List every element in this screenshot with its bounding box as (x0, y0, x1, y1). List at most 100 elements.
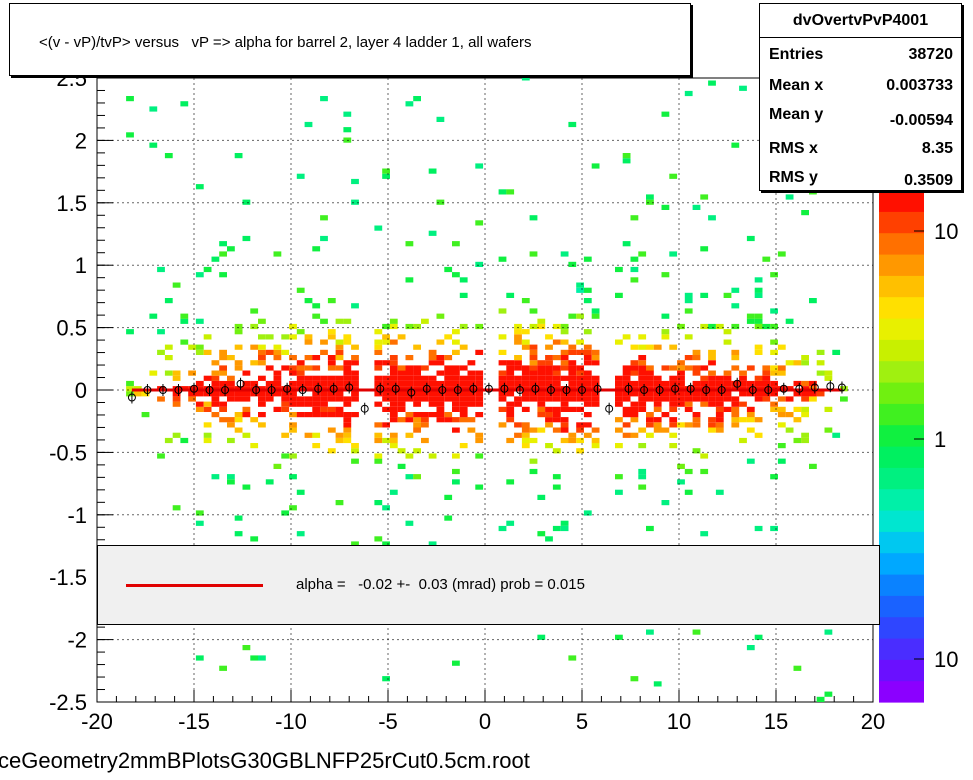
heatmap-cell (669, 396, 678, 402)
heatmap-cell (583, 380, 592, 387)
heatmap-cell (506, 406, 515, 412)
heatmap-cell (568, 360, 577, 366)
heatmap-cell (560, 360, 569, 366)
heatmap-cell (335, 437, 344, 444)
heatmap-cell (630, 406, 639, 412)
heatmap-cell (568, 121, 577, 128)
heatmap-cell (126, 96, 134, 102)
heatmap-cell (211, 256, 220, 262)
heatmap-cell (382, 323, 390, 330)
heatmap-cell (289, 391, 297, 397)
heatmap-cell (273, 370, 282, 376)
heatmap-cell (296, 380, 305, 387)
heatmap-cell (545, 536, 553, 542)
heatmap-cell (149, 370, 158, 376)
heatmap-cell (568, 391, 577, 397)
heatmap-cell (219, 406, 227, 412)
heatmap-cell (382, 380, 390, 387)
palette-swatch (879, 318, 924, 340)
stats-label: Entries (769, 46, 824, 63)
heatmap-cell (801, 380, 809, 387)
heatmap-cell (444, 266, 453, 273)
heatmap-cell (405, 412, 414, 418)
heatmap-cell (343, 432, 352, 438)
palette-swatch (879, 211, 924, 234)
heatmap-cell (234, 396, 243, 402)
heatmap-cell (715, 391, 724, 397)
palette-swatch (879, 254, 924, 276)
heatmap-cell (180, 101, 189, 107)
heatmap-cell (630, 380, 639, 387)
heatmap-cell (785, 396, 794, 402)
heatmap-cell (304, 339, 313, 345)
heatmap-cell (335, 380, 344, 387)
heatmap-cell (824, 406, 833, 412)
heatmap-cell (638, 360, 647, 366)
heatmap-cell (653, 406, 662, 412)
heatmap-cell (506, 189, 515, 195)
heatmap-cell (304, 365, 313, 371)
heatmap-cell (234, 329, 243, 335)
heatmap-cell (809, 298, 817, 304)
heatmap-cell (692, 422, 701, 428)
heatmap-cell (374, 458, 383, 464)
heatmap-cell (661, 412, 670, 418)
heatmap-cell (692, 417, 701, 423)
heatmap-cell (731, 417, 740, 423)
heatmap-cell (157, 453, 165, 459)
heatmap-cell (684, 489, 693, 495)
heatmap-cell (739, 391, 747, 397)
heatmap-cell (684, 468, 693, 475)
heatmap-cell (537, 365, 546, 371)
heatmap-cell (615, 292, 623, 298)
heatmap-cell (498, 349, 507, 355)
heatmap-cell (684, 90, 693, 97)
heatmap-cell (296, 375, 305, 381)
heatmap-cell (444, 370, 453, 376)
heatmap-cell (452, 660, 460, 666)
heatmap-cell (560, 355, 569, 361)
heatmap-cell (622, 422, 631, 428)
heatmap-cell (258, 396, 266, 402)
heatmap-cell (506, 360, 515, 366)
heatmap-cell (638, 380, 647, 387)
heatmap-cell (258, 318, 266, 324)
profile-point (376, 384, 385, 393)
heatmap-cell (801, 391, 809, 397)
heatmap-cell (537, 634, 546, 640)
heatmap-cell (188, 396, 196, 402)
heatmap-cell (568, 406, 577, 412)
heatmap-cell (164, 298, 173, 304)
heatmap-cell (529, 437, 538, 444)
heatmap-cell (320, 380, 328, 387)
heatmap-cell (583, 256, 592, 262)
heatmap-cell (389, 396, 398, 402)
palette-swatch (879, 574, 924, 596)
heatmap-cell (258, 344, 266, 350)
heatmap-cell (289, 323, 297, 330)
y-tick-label: -1.5 (49, 565, 87, 590)
heatmap-cell (529, 391, 538, 397)
x-tick-label: 0 (479, 709, 491, 734)
heatmap-cell (560, 401, 569, 407)
heatmap-cell (164, 153, 173, 159)
fit-legend-box: alpha = -0.02 +- 0.03 (mrad) prob = 0.01… (97, 545, 880, 625)
heatmap-cell (552, 339, 561, 345)
heatmap-cell (273, 349, 282, 355)
heatmap-cell (227, 391, 235, 397)
heatmap-cell (615, 427, 623, 433)
heatmap-cell (615, 474, 623, 480)
heatmap-cell (692, 391, 701, 397)
heatmap-cell (692, 412, 701, 418)
heatmap-cell (195, 344, 204, 350)
heatmap-cell (397, 365, 406, 371)
heatmap-cell (374, 437, 383, 444)
heatmap-cell (389, 380, 398, 387)
heatmap-cell (514, 380, 522, 387)
profile-point (298, 386, 307, 394)
heatmap-cell (126, 132, 134, 138)
heatmap-cell (762, 365, 771, 371)
heatmap-cell (273, 251, 282, 257)
heatmap-cell (700, 323, 709, 330)
profile-point (546, 386, 555, 394)
